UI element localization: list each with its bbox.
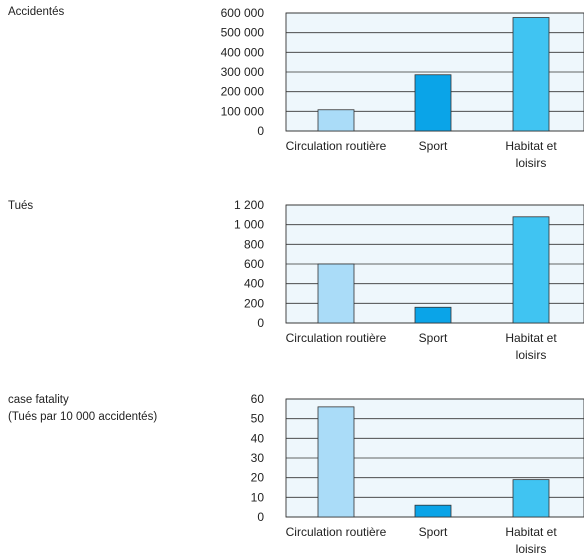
bar xyxy=(317,109,355,132)
y-tick-label: 500 000 xyxy=(221,26,265,40)
y-tick-label: 400 xyxy=(244,277,264,291)
bar xyxy=(414,306,452,324)
x-tick-label: Sport xyxy=(419,331,448,345)
y-tick-label: 60 xyxy=(251,392,265,406)
y-tick-label: 10 xyxy=(251,490,265,504)
y-tick-label: 400 000 xyxy=(221,45,265,59)
y-tick-label: 0 xyxy=(257,124,264,138)
x-tick-label: Circulation routière xyxy=(286,525,387,539)
chart-svg: 0 100 000 200 000 300 000 400 000 500 000 600 … xyxy=(221,6,584,170)
x-tick-label: Sport xyxy=(419,139,448,153)
chart-case-fatality: case fatality (Tués par 10 000 accidenté… xyxy=(0,386,584,558)
y-tick-label: 200 000 xyxy=(221,85,265,99)
chart-label-line: (Tués par 10 000 accidentés) xyxy=(8,411,158,423)
y-tick-label: 1 000 xyxy=(234,218,264,232)
bar xyxy=(414,74,452,132)
x-tick-label: Circulation routière xyxy=(286,331,387,345)
y-tick-label: 600 xyxy=(244,257,264,271)
chart-svg: 0 10 20 30 40 50 60 Circulation routière Sport Ha… xyxy=(251,392,584,556)
chart-label-line: Tués xyxy=(8,200,34,212)
chart-label: Accidentés xyxy=(8,4,64,21)
chart-accidentes: Accidentés 0 100 000 200 000 300 000 400 000… xyxy=(0,0,584,180)
bar xyxy=(317,406,355,518)
y-tick-label: 0 xyxy=(257,316,264,330)
chart-label-line: Accidentés xyxy=(8,6,65,18)
x-tick-label: Habitat et loisirs xyxy=(505,525,557,556)
chart-svg: 0 200 400 600 800 1 000 1 200 Circulation routi… xyxy=(234,198,584,362)
chart-label-line: case fatality xyxy=(8,394,69,406)
y-tick-label: 0 xyxy=(257,510,264,524)
chart-label: case fatality (Tués par 10 000 accidenté… xyxy=(8,392,157,426)
y-tick-label: 600 000 xyxy=(221,6,265,20)
bar xyxy=(512,17,550,132)
y-tick-label: 100 000 xyxy=(221,104,265,118)
y-tick-label: 30 xyxy=(251,451,265,465)
chart-label: Tués xyxy=(8,198,33,215)
x-tick-label: Habitat et loisirs xyxy=(505,331,557,362)
bar xyxy=(512,479,550,518)
x-tick-label: Habitat et loisirs xyxy=(505,139,557,170)
y-tick-label: 800 xyxy=(244,237,264,251)
x-tick-label: Circulation routière xyxy=(286,139,387,153)
bar xyxy=(512,216,550,324)
y-tick-label: 300 000 xyxy=(221,65,265,79)
y-tick-label: 40 xyxy=(251,431,265,445)
y-tick-label: 20 xyxy=(251,471,265,485)
y-tick-label: 50 xyxy=(251,412,265,426)
y-tick-label: 1 200 xyxy=(234,198,264,212)
chart-tues: Tués 0 200 400 600 800 1 000 1 200 Circulation … xyxy=(0,192,584,372)
x-tick-label: Sport xyxy=(419,525,448,539)
bar xyxy=(414,504,452,518)
y-tick-label: 200 xyxy=(244,296,264,310)
bar xyxy=(317,263,355,324)
